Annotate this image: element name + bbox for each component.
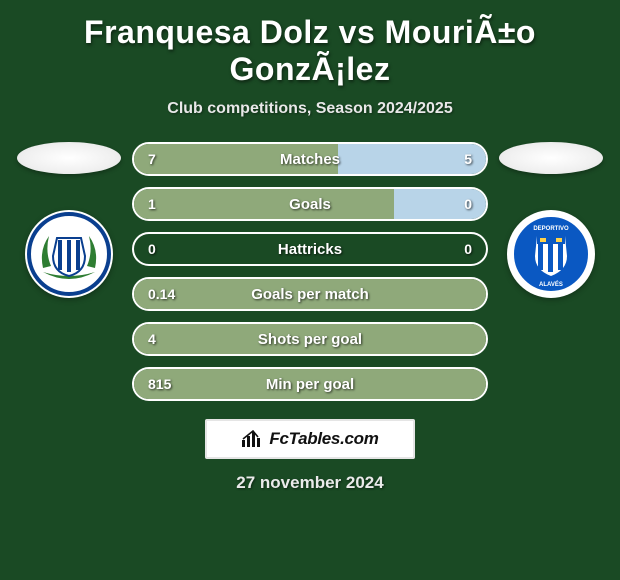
stat-row: 815Min per goal xyxy=(132,367,488,401)
stat-row: 1Goals0 xyxy=(132,187,488,221)
stat-fill-left xyxy=(134,369,486,399)
branding-label: FcTables.com xyxy=(269,429,378,449)
stat-track xyxy=(134,324,486,354)
left-club-badge xyxy=(25,210,113,298)
branding-box: FcTables.com xyxy=(205,419,415,459)
stats-column: 7Matches5 1Goals0 0Hattricks0 0.14Goals per… xyxy=(132,136,488,401)
stat-row: 0Hattricks0 xyxy=(132,232,488,266)
stat-track xyxy=(134,189,486,219)
stat-row: 4Shots per goal xyxy=(132,322,488,356)
chart-icon xyxy=(241,430,263,448)
stat-fill-left xyxy=(134,324,486,354)
comparison-row: 7Matches5 1Goals0 0Hattricks0 0.14Goals per… xyxy=(0,136,620,401)
stat-fill-left xyxy=(134,279,486,309)
stat-track xyxy=(134,234,486,264)
svg-text:DEPORTIVO: DEPORTIVO xyxy=(533,226,569,232)
season-subtitle: Club competitions, Season 2024/2025 xyxy=(0,100,620,118)
right-player-col: DEPORTIVO ALAVÉS xyxy=(496,136,606,298)
stat-fill-left xyxy=(134,144,338,174)
stat-track xyxy=(134,279,486,309)
stat-row: 0.14Goals per match xyxy=(132,277,488,311)
stat-track xyxy=(134,369,486,399)
stat-fill-left xyxy=(134,189,394,219)
infographic-date: 27 november 2024 xyxy=(0,473,620,493)
right-player-ellipse xyxy=(499,142,603,174)
left-player-col xyxy=(14,136,124,298)
stat-fill-right xyxy=(338,144,486,174)
page-title: Franquesa Dolz vs MouriÃ±o GonzÃ¡lez xyxy=(0,0,620,92)
right-club-badge: DEPORTIVO ALAVÉS xyxy=(507,210,595,298)
stat-fill-right xyxy=(394,189,486,219)
stat-track xyxy=(134,144,486,174)
left-player-ellipse xyxy=(17,142,121,174)
svg-text:ALAVÉS: ALAVÉS xyxy=(539,280,563,288)
stat-gap xyxy=(134,234,486,264)
stat-row: 7Matches5 xyxy=(132,142,488,176)
